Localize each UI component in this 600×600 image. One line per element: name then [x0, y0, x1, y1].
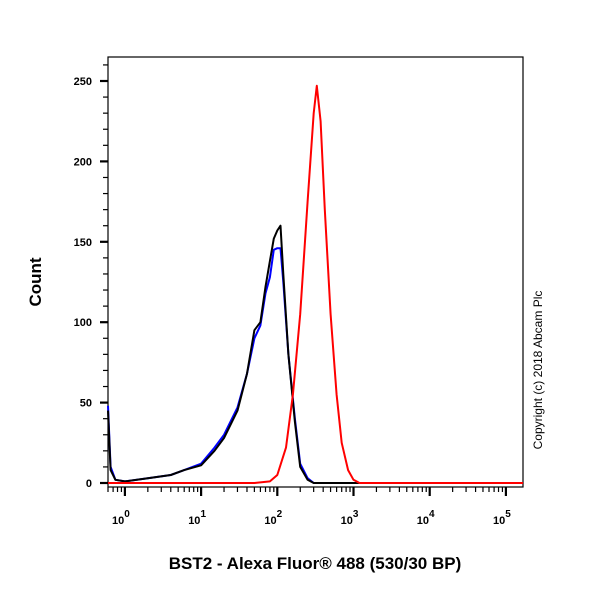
x-tick-label: 100	[112, 509, 130, 527]
x-axis-label: BST2 - Alexa Fluor® 488 (530/30 BP)	[168, 554, 462, 573]
x-tick-label: 104	[417, 509, 435, 527]
x-tick-label: 105	[493, 509, 511, 527]
x-tick-label: 102	[264, 509, 282, 527]
y-axis: 0 50 100 150 200 250	[74, 64, 108, 490]
copyright-notice: Copyright (c) 2018 Abcam Plc	[531, 290, 545, 450]
y-tick-label: 100	[74, 317, 92, 329]
series-line-0	[107, 247, 523, 484]
x-tick-label: 101	[188, 509, 206, 527]
y-tick-label: 200	[74, 156, 92, 168]
y-tick-label: 50	[80, 398, 92, 410]
y-tick-label: 150	[74, 237, 92, 249]
series-line-2	[108, 84, 523, 484]
series-group	[107, 84, 523, 484]
series-line-1	[107, 224, 523, 484]
y-tick-label: 250	[74, 76, 92, 88]
x-axis: 100 101 102 103 104 105	[107, 487, 511, 527]
plot-frame	[107, 56, 524, 488]
y-axis-label: Count	[26, 257, 45, 307]
x-tick-label: 103	[341, 509, 359, 527]
y-tick-label: 0	[86, 478, 92, 490]
